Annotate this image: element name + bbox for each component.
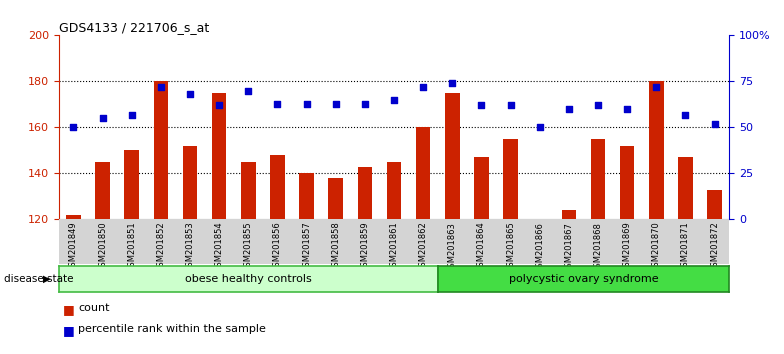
Text: GSM201851: GSM201851 (127, 222, 136, 272)
Bar (387, 162, 401, 219)
Bar (590, 139, 605, 219)
Text: GSM201853: GSM201853 (186, 222, 194, 273)
Text: GSM201863: GSM201863 (448, 222, 457, 273)
Bar (416, 127, 430, 219)
Point (329, 101, 342, 106)
Point (417, 84, 430, 90)
Point (708, 121, 720, 127)
Text: GSM201866: GSM201866 (535, 222, 544, 273)
Bar (154, 81, 168, 219)
Bar (561, 210, 576, 219)
Bar (474, 157, 488, 219)
Point (300, 101, 313, 106)
Text: ■: ■ (63, 324, 74, 337)
Bar (299, 173, 314, 219)
Bar (270, 155, 285, 219)
Point (504, 103, 517, 108)
Point (679, 112, 691, 118)
Point (475, 103, 488, 108)
Point (358, 101, 371, 106)
Text: ■: ■ (63, 303, 74, 316)
Text: GSM201864: GSM201864 (477, 222, 486, 273)
Point (446, 80, 459, 86)
Text: GSM201852: GSM201852 (156, 222, 165, 272)
Text: GSM201867: GSM201867 (564, 222, 573, 273)
Point (271, 101, 284, 106)
Bar (212, 93, 227, 219)
Bar (620, 146, 634, 219)
Point (125, 112, 138, 118)
Text: GSM201855: GSM201855 (244, 222, 252, 272)
Bar (125, 150, 139, 219)
Text: GSM201850: GSM201850 (98, 222, 107, 272)
Point (621, 106, 633, 112)
Text: percentile rank within the sample: percentile rank within the sample (78, 324, 267, 334)
Bar (358, 166, 372, 219)
Point (387, 97, 400, 103)
Point (533, 125, 546, 130)
Bar (649, 81, 663, 219)
Bar (183, 146, 198, 219)
Text: polycystic ovary syndrome: polycystic ovary syndrome (509, 274, 659, 284)
Text: GSM201869: GSM201869 (622, 222, 632, 273)
Text: disease state: disease state (4, 274, 74, 284)
Point (592, 103, 604, 108)
Text: GSM201857: GSM201857 (302, 222, 311, 273)
Text: obese healthy controls: obese healthy controls (185, 274, 311, 284)
Bar (241, 162, 256, 219)
Text: GSM201858: GSM201858 (331, 222, 340, 273)
Point (212, 103, 225, 108)
Point (563, 106, 575, 112)
Text: GSM201872: GSM201872 (710, 222, 719, 273)
Text: GSM201870: GSM201870 (652, 222, 661, 273)
Bar (678, 157, 693, 219)
Text: GDS4133 / 221706_s_at: GDS4133 / 221706_s_at (59, 21, 209, 34)
Text: GSM201862: GSM201862 (419, 222, 427, 273)
Point (242, 88, 255, 93)
Text: GSM201861: GSM201861 (390, 222, 398, 273)
Text: GSM201856: GSM201856 (273, 222, 282, 273)
Bar (445, 93, 459, 219)
Point (154, 84, 167, 90)
Bar (66, 215, 81, 219)
Bar (503, 139, 517, 219)
Text: GSM201859: GSM201859 (361, 222, 369, 272)
Bar (95, 162, 110, 219)
Text: count: count (78, 303, 110, 313)
Point (183, 91, 196, 97)
Bar (328, 178, 343, 219)
Text: GSM201871: GSM201871 (681, 222, 690, 273)
Text: GSM201854: GSM201854 (215, 222, 223, 272)
Text: GSM201849: GSM201849 (69, 222, 78, 272)
Point (96, 115, 109, 121)
Point (650, 84, 662, 90)
Bar (707, 189, 722, 219)
Text: GSM201868: GSM201868 (593, 222, 602, 273)
Point (67, 125, 80, 130)
Text: GSM201865: GSM201865 (506, 222, 515, 273)
Text: ▶: ▶ (43, 274, 51, 284)
